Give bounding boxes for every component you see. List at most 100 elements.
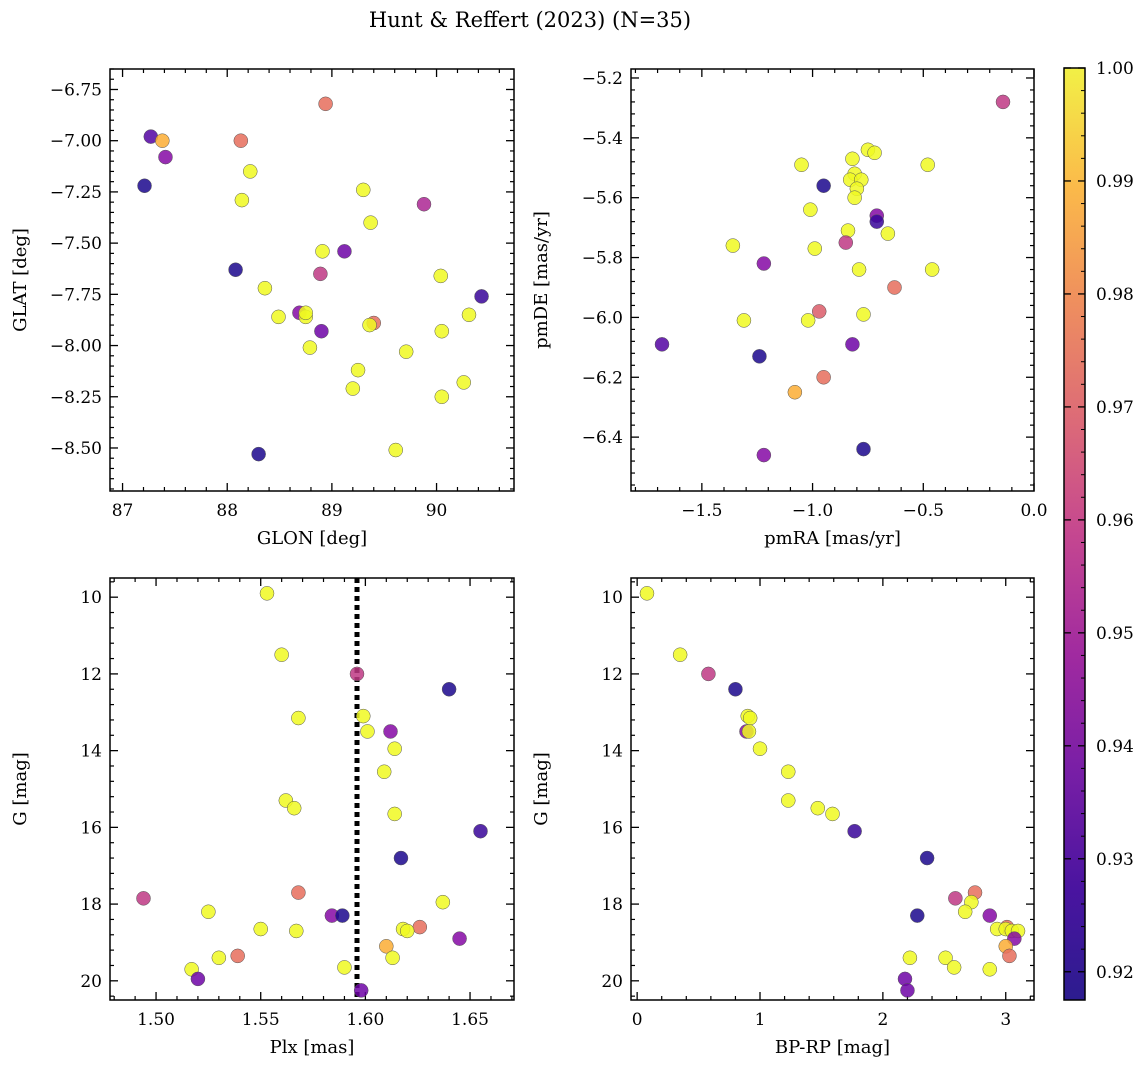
scatter-point xyxy=(399,923,415,939)
scatter-point xyxy=(136,891,151,906)
scatter-point xyxy=(441,682,457,697)
scatter-point xyxy=(1002,948,1017,964)
scatter-point xyxy=(259,586,275,601)
scatter-point xyxy=(313,266,328,282)
scatter-point xyxy=(887,280,902,295)
scatter-point xyxy=(725,238,741,253)
x-tick-label: 89 xyxy=(321,501,343,521)
y-tick-label: −6.4 xyxy=(582,428,623,448)
scatter-point xyxy=(847,823,862,839)
y-tick-label: 14 xyxy=(80,742,102,762)
scatter-point xyxy=(781,764,796,779)
scatter-point xyxy=(474,289,489,304)
colorbar-gradient xyxy=(1063,67,1086,1001)
scatter-point xyxy=(337,244,352,259)
scatter-point xyxy=(379,939,394,954)
scatter-points xyxy=(654,94,1011,463)
y-tick-label: −5.8 xyxy=(582,249,623,269)
scatter-point xyxy=(701,666,716,682)
scatter-point xyxy=(756,256,772,271)
x-tick-label: 87 xyxy=(112,501,134,521)
scatter-point xyxy=(345,381,361,396)
scatter-point xyxy=(752,741,768,756)
scatter-points xyxy=(639,586,1026,998)
figure-title: Hunt & Reffert (2023) (N=35) xyxy=(369,8,691,32)
colorbar-tick-label: 0.92 xyxy=(1096,963,1134,983)
scatter-point xyxy=(995,94,1011,110)
scatter-point xyxy=(452,931,467,946)
scatter-point xyxy=(856,307,871,322)
axis-ticks xyxy=(631,578,1034,1000)
colorbar-tick-label: 0.96 xyxy=(1096,511,1134,531)
scatter-point xyxy=(383,724,398,739)
scatter-point xyxy=(847,190,862,205)
x-axis-label: Plx [mas] xyxy=(270,1037,355,1058)
scatter-point xyxy=(349,666,365,682)
scatter-point xyxy=(335,908,350,923)
scatter-panel-3: 1.50 1.55 1.60 1.65 10 12 14 16 18 20 Plx [mas] G [… xyxy=(10,577,515,1058)
y-tick-label: 12 xyxy=(80,665,102,685)
plot-frame xyxy=(109,68,515,492)
scatter-point xyxy=(456,375,472,390)
scatter-point xyxy=(242,164,258,179)
scatter-point xyxy=(654,337,670,352)
x-tick-label: 1 xyxy=(755,1010,766,1030)
scatter-point xyxy=(416,196,432,212)
scatter-point xyxy=(314,323,329,339)
y-tick-label: −7.50 xyxy=(50,234,102,254)
scatter-point xyxy=(137,178,152,194)
x-tick-label: 1.60 xyxy=(346,1010,384,1030)
scatter-points xyxy=(136,586,488,998)
scatter-point xyxy=(353,983,369,998)
x-tick-label: 88 xyxy=(216,501,238,521)
axis-ticks xyxy=(110,68,514,491)
y-tick-label: −8.25 xyxy=(50,388,102,408)
x-tick-label: −1.5 xyxy=(681,501,722,521)
scatter-point xyxy=(910,908,925,923)
scatter-point xyxy=(434,323,450,339)
x-tick-label: 2 xyxy=(877,1010,888,1030)
scatter-point xyxy=(752,349,767,364)
scatter-point xyxy=(742,710,758,726)
scatter-point xyxy=(298,305,313,321)
scatter-point xyxy=(315,244,330,259)
scatter-point xyxy=(473,823,488,839)
y-tick-label: −7.00 xyxy=(50,132,102,152)
scatter-point xyxy=(230,948,245,964)
scatter-point xyxy=(233,133,249,148)
scatter-point xyxy=(318,96,333,112)
scatter-point xyxy=(360,724,375,739)
scatter-point xyxy=(435,894,451,910)
y-tick-label: −5.4 xyxy=(582,129,623,149)
y-tick-label: −7.75 xyxy=(50,285,102,305)
colorbar-tick-label: 1.00 xyxy=(1096,59,1134,79)
scatter-point xyxy=(924,262,940,277)
scatter-point xyxy=(938,950,953,966)
y-tick-label: −6.0 xyxy=(582,308,623,328)
y-tick-label: 10 xyxy=(80,588,102,608)
scatter-point xyxy=(920,157,935,173)
plot-frame xyxy=(109,577,515,1001)
scatter-point xyxy=(388,442,403,458)
scatter-point xyxy=(982,962,998,977)
scatter-point xyxy=(902,950,918,966)
y-tick-label: 16 xyxy=(601,818,623,838)
scatter-point xyxy=(838,235,854,250)
scatter-point xyxy=(982,908,998,923)
x-tick-label: 1.65 xyxy=(451,1010,489,1030)
scatter-point xyxy=(393,850,409,866)
scatter-point xyxy=(840,223,856,238)
y-tick-label: −5.6 xyxy=(582,189,623,209)
plot-frame xyxy=(630,577,1035,1001)
scatter-point xyxy=(957,904,973,920)
y-tick-label: 10 xyxy=(601,588,623,608)
x-axis-label: BP-RP [mag] xyxy=(775,1037,890,1058)
y-tick-label: 20 xyxy=(601,972,623,992)
scatter-point xyxy=(274,647,289,662)
y-tick-label: −6.75 xyxy=(50,80,102,100)
y-axis-label: GLAT [deg] xyxy=(10,228,31,332)
scatter-point xyxy=(756,447,772,463)
y-tick-label: 20 xyxy=(80,972,102,992)
scatter-point xyxy=(291,710,306,726)
scatter-point xyxy=(856,441,871,457)
